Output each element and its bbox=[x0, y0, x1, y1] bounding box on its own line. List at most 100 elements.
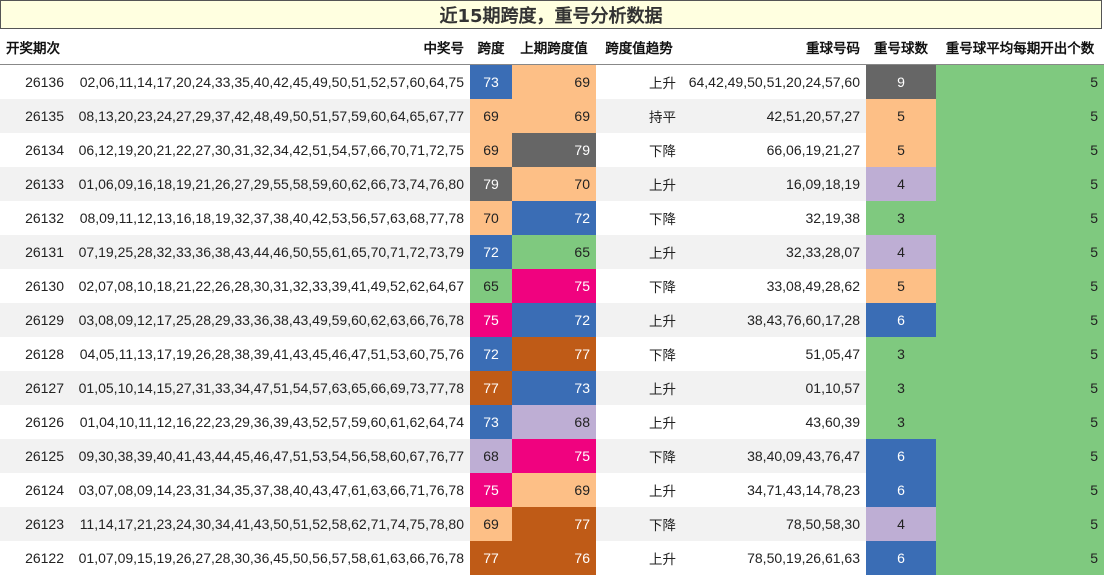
repeat-numbers-cell: 38,43,76,60,17,28 bbox=[682, 303, 866, 337]
avg-repeat-cell: 5 bbox=[936, 133, 1104, 167]
table-row: 26125 09,30,38,39,40,41,43,44,45,46,47,51… bbox=[0, 439, 1104, 473]
avg-repeat-cell: 5 bbox=[936, 405, 1104, 439]
numbers-cell: 06,12,19,20,21,22,27,30,31,32,34,42,51,5… bbox=[70, 133, 470, 167]
prev-span-cell: 72 bbox=[512, 201, 596, 235]
numbers-cell: 01,05,10,14,15,27,31,33,34,47,51,54,57,6… bbox=[70, 371, 470, 405]
repeat-count-cell: 4 bbox=[866, 507, 936, 541]
prev-span-cell: 70 bbox=[512, 167, 596, 201]
period-cell: 26125 bbox=[0, 439, 70, 473]
header-repeat-numbers: 重球号码 bbox=[682, 30, 866, 65]
period-cell: 26123 bbox=[0, 507, 70, 541]
avg-repeat-cell: 5 bbox=[936, 473, 1104, 507]
header-span: 跨度 bbox=[470, 30, 512, 65]
period-cell: 26127 bbox=[0, 371, 70, 405]
table-body: 26136 02,06,11,14,17,20,24,33,35,40,42,45… bbox=[0, 64, 1104, 575]
prev-span-cell: 69 bbox=[512, 99, 596, 133]
prev-span-cell: 76 bbox=[512, 541, 596, 575]
repeat-numbers-cell: 16,09,18,19 bbox=[682, 167, 866, 201]
trend-cell: 上升 bbox=[596, 303, 682, 337]
span-cell: 72 bbox=[470, 337, 512, 371]
period-cell: 26136 bbox=[0, 64, 70, 99]
period-cell: 26122 bbox=[0, 541, 70, 575]
table-row: 26133 01,06,09,16,18,19,21,26,27,29,55,58… bbox=[0, 167, 1104, 201]
period-cell: 26129 bbox=[0, 303, 70, 337]
repeat-numbers-cell: 51,05,47 bbox=[682, 337, 866, 371]
repeat-numbers-cell: 33,08,49,28,62 bbox=[682, 269, 866, 303]
trend-cell: 下降 bbox=[596, 439, 682, 473]
table-row: 26136 02,06,11,14,17,20,24,33,35,40,42,45… bbox=[0, 64, 1104, 99]
trend-cell: 下降 bbox=[596, 201, 682, 235]
repeat-numbers-cell: 42,51,20,57,27 bbox=[682, 99, 866, 133]
span-cell: 68 bbox=[470, 439, 512, 473]
header-row: 开奖期次 中奖号 跨度 上期跨度值 跨度值趋势 重球号码 重号球数 重号球平均每… bbox=[0, 30, 1104, 65]
prev-span-cell: 75 bbox=[512, 269, 596, 303]
period-cell: 26124 bbox=[0, 473, 70, 507]
table-row: 26122 01,07,09,15,19,26,27,28,30,36,45,50… bbox=[0, 541, 1104, 575]
trend-cell: 上升 bbox=[596, 64, 682, 99]
table-row: 26124 03,07,08,09,14,23,31,34,35,37,38,40… bbox=[0, 473, 1104, 507]
period-cell: 26135 bbox=[0, 99, 70, 133]
table-row: 26129 03,08,09,12,17,25,28,29,33,36,38,43… bbox=[0, 303, 1104, 337]
numbers-cell: 03,08,09,12,17,25,28,29,33,36,38,43,49,5… bbox=[70, 303, 470, 337]
avg-repeat-cell: 5 bbox=[936, 303, 1104, 337]
repeat-numbers-cell: 66,06,19,21,27 bbox=[682, 133, 866, 167]
trend-cell: 下降 bbox=[596, 507, 682, 541]
numbers-cell: 02,06,11,14,17,20,24,33,35,40,42,45,49,5… bbox=[70, 64, 470, 99]
table-row: 26135 08,13,20,23,24,27,29,37,42,48,49,50… bbox=[0, 99, 1104, 133]
table-row: 26132 08,09,11,12,13,16,18,19,32,37,38,40… bbox=[0, 201, 1104, 235]
repeat-count-cell: 4 bbox=[866, 235, 936, 269]
avg-repeat-cell: 5 bbox=[936, 371, 1104, 405]
trend-cell: 上升 bbox=[596, 473, 682, 507]
avg-repeat-cell: 5 bbox=[936, 269, 1104, 303]
period-cell: 26128 bbox=[0, 337, 70, 371]
prev-span-cell: 72 bbox=[512, 303, 596, 337]
span-cell: 69 bbox=[470, 507, 512, 541]
avg-repeat-cell: 5 bbox=[936, 99, 1104, 133]
repeat-count-cell: 5 bbox=[866, 269, 936, 303]
prev-span-cell: 79 bbox=[512, 133, 596, 167]
trend-cell: 上升 bbox=[596, 167, 682, 201]
span-cell: 65 bbox=[470, 269, 512, 303]
table-row: 26126 01,04,10,11,12,16,22,23,29,36,39,43… bbox=[0, 405, 1104, 439]
span-cell: 70 bbox=[470, 201, 512, 235]
period-cell: 26126 bbox=[0, 405, 70, 439]
table-title: 近15期跨度，重号分析数据 bbox=[0, 0, 1102, 29]
header-period: 开奖期次 bbox=[0, 30, 70, 65]
trend-cell: 上升 bbox=[596, 235, 682, 269]
table-row: 26127 01,05,10,14,15,27,31,33,34,47,51,54… bbox=[0, 371, 1104, 405]
repeat-count-cell: 6 bbox=[866, 303, 936, 337]
repeat-count-cell: 3 bbox=[866, 371, 936, 405]
prev-span-cell: 75 bbox=[512, 439, 596, 473]
span-repeat-table: 开奖期次 中奖号 跨度 上期跨度值 跨度值趋势 重球号码 重号球数 重号球平均每… bbox=[0, 30, 1104, 575]
numbers-cell: 08,09,11,12,13,16,18,19,32,37,38,40,42,5… bbox=[70, 201, 470, 235]
repeat-count-cell: 6 bbox=[866, 473, 936, 507]
repeat-numbers-cell: 64,42,49,50,51,20,24,57,60 bbox=[682, 64, 866, 99]
avg-repeat-cell: 5 bbox=[936, 439, 1104, 473]
header-avg-repeat: 重号球平均每期开出个数 bbox=[936, 30, 1104, 65]
repeat-count-cell: 5 bbox=[866, 133, 936, 167]
numbers-cell: 01,04,10,11,12,16,22,23,29,36,39,43,52,5… bbox=[70, 405, 470, 439]
header-prev-span: 上期跨度值 bbox=[512, 30, 596, 65]
span-cell: 75 bbox=[470, 303, 512, 337]
table-row: 26128 04,05,11,13,17,19,26,28,38,39,41,43… bbox=[0, 337, 1104, 371]
repeat-count-cell: 4 bbox=[866, 167, 936, 201]
period-cell: 26132 bbox=[0, 201, 70, 235]
avg-repeat-cell: 5 bbox=[936, 541, 1104, 575]
trend-cell: 上升 bbox=[596, 371, 682, 405]
repeat-numbers-cell: 78,50,58,30 bbox=[682, 507, 866, 541]
repeat-count-cell: 3 bbox=[866, 337, 936, 371]
repeat-count-cell: 5 bbox=[866, 99, 936, 133]
header-numbers: 中奖号 bbox=[70, 30, 470, 65]
span-cell: 72 bbox=[470, 235, 512, 269]
trend-cell: 上升 bbox=[596, 541, 682, 575]
span-cell: 79 bbox=[470, 167, 512, 201]
span-cell: 73 bbox=[470, 405, 512, 439]
repeat-numbers-cell: 32,19,38 bbox=[682, 201, 866, 235]
header-trend: 跨度值趋势 bbox=[596, 30, 682, 65]
repeat-numbers-cell: 34,71,43,14,78,23 bbox=[682, 473, 866, 507]
repeat-count-cell: 9 bbox=[866, 64, 936, 99]
numbers-cell: 01,07,09,15,19,26,27,28,30,36,45,50,56,5… bbox=[70, 541, 470, 575]
period-cell: 26130 bbox=[0, 269, 70, 303]
table-row: 26123 11,14,17,21,23,24,30,34,41,43,50,51… bbox=[0, 507, 1104, 541]
numbers-cell: 03,07,08,09,14,23,31,34,35,37,38,40,43,4… bbox=[70, 473, 470, 507]
